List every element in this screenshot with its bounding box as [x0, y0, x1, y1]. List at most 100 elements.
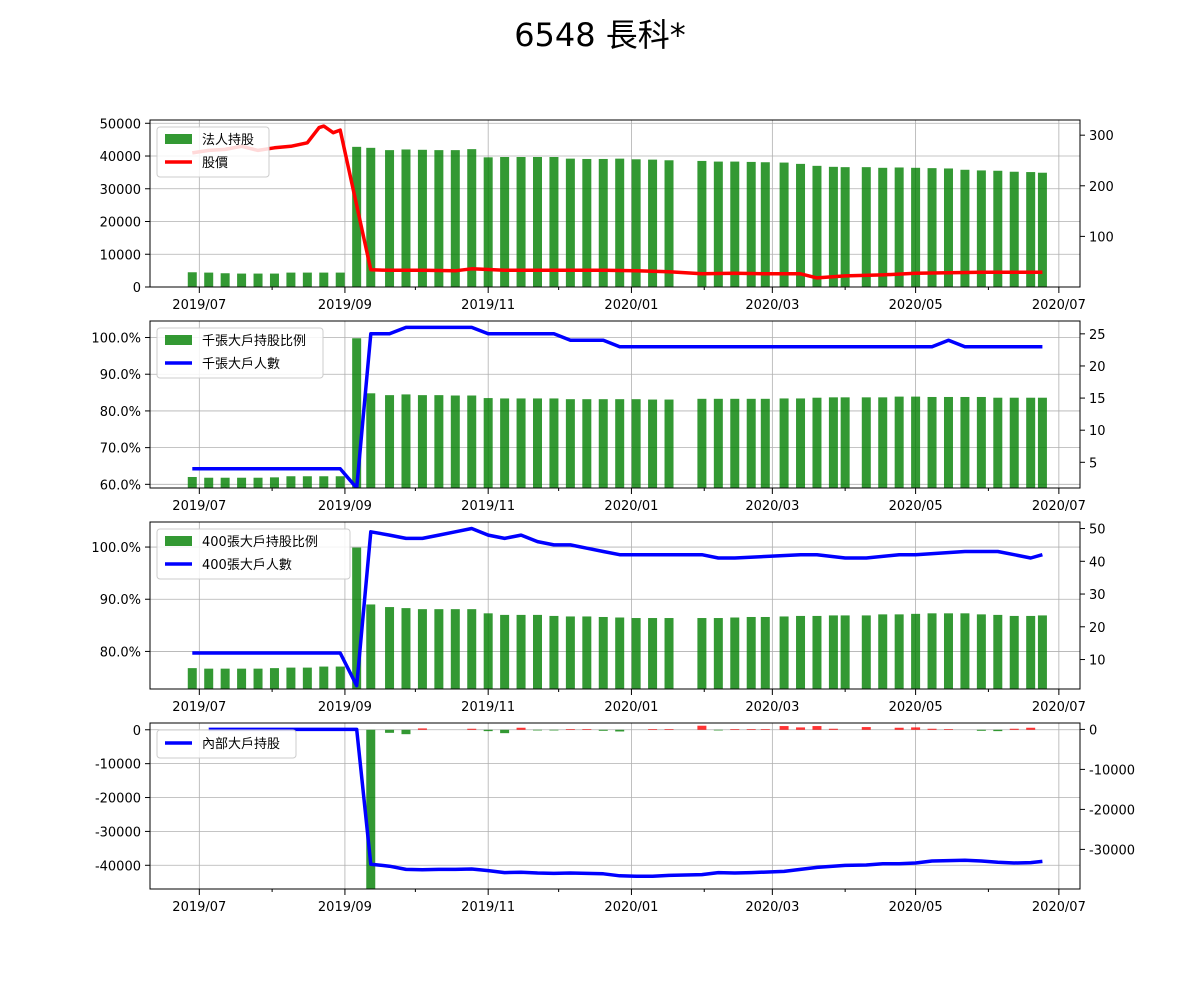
bar: [565, 616, 575, 689]
y-tick-label: 90.0%: [100, 368, 141, 383]
bar: [467, 728, 477, 730]
bar: [993, 397, 1003, 488]
bar: [401, 729, 411, 735]
bar: [697, 160, 707, 287]
bar: [516, 614, 526, 689]
y-tick-label: 0: [133, 281, 141, 296]
bar: [664, 399, 674, 488]
bar: [911, 396, 921, 488]
bar: [812, 615, 822, 689]
x-tick-label: 2020/07: [1032, 900, 1086, 915]
bar: [319, 272, 329, 287]
y2-tick-label: 20: [1089, 621, 1106, 636]
bar: [366, 604, 376, 689]
series-line: [192, 526, 1043, 688]
bar: [352, 146, 362, 287]
bar: [976, 396, 986, 488]
bar: [1009, 728, 1019, 730]
bar: [1037, 172, 1047, 287]
chart-panel-1: 2019/07 2019/09 2019/11 2020/01 2020/03 2020/…: [100, 117, 1114, 313]
y2-tick-label: -30000: [1089, 843, 1135, 858]
bar: [467, 395, 477, 488]
y-tick-label: -40000: [95, 859, 141, 874]
bar: [878, 167, 888, 287]
y2-tick-label: -10000: [1089, 763, 1135, 778]
bar: [943, 168, 953, 287]
bar: [927, 613, 937, 689]
bar: [450, 150, 460, 287]
bar: [565, 729, 575, 730]
legend-line-label: 內部大戶持股: [202, 737, 280, 752]
bar: [450, 609, 460, 689]
bar: [516, 157, 526, 287]
bar: [565, 399, 575, 488]
legend-bar-swatch: [165, 134, 192, 144]
y-tick-label: -10000: [95, 758, 141, 773]
bar: [204, 477, 214, 488]
bar: [366, 147, 376, 287]
plot-area: [187, 325, 1047, 488]
bar: [582, 399, 592, 488]
bar: [927, 168, 937, 287]
x-tick-label: 2020/05: [889, 700, 943, 715]
bar: [187, 668, 197, 689]
bar: [450, 395, 460, 488]
bar: [993, 170, 1003, 287]
series-line: [192, 325, 1043, 488]
bar: [779, 726, 789, 730]
bar: [220, 273, 230, 287]
chart-title: 6548 長科*: [514, 16, 686, 54]
bar: [911, 727, 921, 730]
bar: [779, 162, 789, 287]
x-tick-label: 2020/05: [889, 298, 943, 313]
bar: [220, 477, 230, 488]
y-tick-label: 80.0%: [100, 645, 141, 660]
y2-tick-label: 25: [1089, 328, 1106, 343]
bar: [385, 607, 395, 689]
bar: [533, 157, 542, 287]
bar: [1026, 727, 1036, 730]
bar: [746, 161, 756, 287]
bar: [760, 162, 770, 287]
bar: [697, 725, 707, 730]
legend-bar-swatch: [165, 335, 192, 345]
y2-tick-label: 300: [1089, 129, 1114, 144]
bar: [878, 614, 888, 689]
x-tick-label: 2019/07: [172, 700, 226, 715]
chart-panel-2: 2019/07 2019/09 2019/11 2020/01 2020/03 2020/…: [91, 320, 1106, 514]
x-tick-label: 2019/07: [172, 499, 226, 514]
x-tick-label: 2019/09: [318, 499, 372, 514]
x-tick-label: 2020/07: [1032, 499, 1086, 514]
y-tick-label: 50000: [100, 117, 141, 132]
x-tick-label: 2020/03: [745, 900, 799, 915]
bar: [286, 667, 296, 689]
bar: [302, 272, 312, 287]
x-tick-label: 2019/09: [318, 900, 372, 915]
bar: [582, 729, 592, 730]
bar: [943, 396, 953, 488]
bar: [1009, 397, 1019, 488]
bar: [812, 397, 822, 488]
plot-area: [208, 725, 1043, 889]
legend-box: [156, 327, 324, 379]
bar: [648, 399, 658, 488]
bar: [861, 167, 871, 287]
bar: [943, 613, 953, 689]
y-tick-label: 80.0%: [100, 405, 141, 420]
y2-tick-label: 50: [1089, 523, 1106, 538]
bar: [1037, 615, 1047, 689]
bar: [812, 165, 822, 287]
bar: [746, 616, 756, 689]
y-tick-label: 60.0%: [100, 478, 141, 493]
bar: [598, 616, 608, 689]
bar: [911, 613, 921, 689]
legend-bar-swatch: [165, 536, 192, 546]
x-tick-label: 2019/11: [461, 900, 515, 915]
bar: [1009, 615, 1019, 689]
legend-box: [156, 528, 351, 580]
plot-frame: [149, 722, 1081, 890]
bar: [894, 396, 904, 488]
bar: [500, 729, 510, 734]
x-tick-label: 2019/11: [461, 499, 515, 514]
y-tick-label: 40000: [100, 150, 141, 165]
